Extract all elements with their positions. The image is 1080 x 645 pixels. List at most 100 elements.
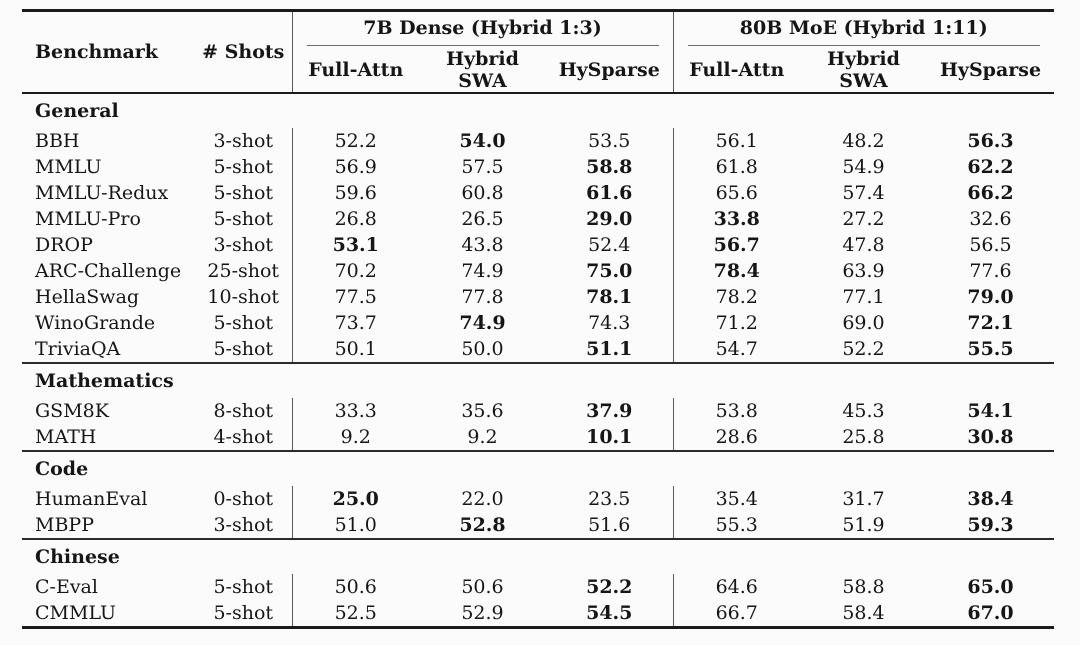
section-title-row: Mathematics <box>22 361 1055 398</box>
benchmark-name: ARC-Challenge <box>35 259 182 282</box>
score-value: 52.2 <box>842 337 885 360</box>
shots-value: 5-shot <box>213 575 274 598</box>
score-value: 52.2 <box>586 575 633 598</box>
score-value: 25.8 <box>842 425 885 448</box>
table-row: CMMLU 5-shot 52.5 52.9 54.5 66.7 58.4 67.0 <box>22 599 1054 627</box>
score-value: 32.6 <box>969 207 1012 230</box>
score-value: 9.2 <box>291 423 419 451</box>
shots-value: 8-shot <box>213 399 274 422</box>
col-header-shots: # Shots <box>202 40 285 63</box>
score-value: 35.4 <box>672 485 800 512</box>
col-header-benchmark: Benchmark <box>35 40 158 63</box>
score-value: 53.1 <box>291 231 419 258</box>
shots-value: 5-shot <box>213 181 274 204</box>
score-value: 51.6 <box>588 513 631 536</box>
table-row: C-Eval 5-shot 50.6 50.6 52.2 64.6 58.8 65.0 <box>22 573 1054 600</box>
score-value: 50.6 <box>461 575 504 598</box>
score-value: 43.8 <box>461 233 504 256</box>
benchmark-name: HellaSwag <box>35 285 140 308</box>
section-title: Mathematics <box>22 361 1055 398</box>
shots-value: 4-shot <box>213 425 274 448</box>
benchmark-name: CMMLU <box>35 601 117 624</box>
score-value: 54.7 <box>672 335 800 363</box>
score-value: 63.9 <box>842 259 885 282</box>
score-value: 75.0 <box>586 259 633 282</box>
score-value: 78.2 <box>672 283 800 310</box>
score-value: 65.0 <box>967 575 1014 598</box>
score-value: 10.1 <box>586 425 633 448</box>
score-value: 28.6 <box>672 423 800 451</box>
score-value: 59.3 <box>967 513 1014 536</box>
score-value: 78.4 <box>672 257 800 284</box>
section-title: Chinese <box>22 537 1055 574</box>
benchmark-name: MBPP <box>35 513 94 536</box>
shots-value: 3-shot <box>213 513 274 536</box>
group-header-7b-dense: 7B Dense (Hybrid 1:3) <box>291 10 673 48</box>
score-value: 48.2 <box>842 129 885 152</box>
score-value: 60.8 <box>461 181 504 204</box>
score-value: 9.2 <box>467 425 498 448</box>
shots-value: 0-shot <box>213 487 274 510</box>
col-header-80b-full-attn: Full-Attn <box>672 47 800 93</box>
score-value: 52.5 <box>291 599 419 627</box>
benchmark-name: C-Eval <box>35 575 98 598</box>
score-value: 56.1 <box>672 127 800 154</box>
benchmark-name: TriviaQA <box>35 337 121 360</box>
score-value: 37.9 <box>586 399 633 422</box>
score-value: 58.8 <box>842 575 885 598</box>
score-value: 53.5 <box>588 129 631 152</box>
table-row: TriviaQA 5-shot 50.1 50.0 51.1 54.7 52.2 55.5 <box>22 335 1054 363</box>
score-value: 50.0 <box>461 337 504 360</box>
benchmark-name: GSM8K <box>35 399 109 422</box>
table-row: HellaSwag 10-shot 77.5 77.8 78.1 78.2 77.1 79.0 <box>22 283 1054 310</box>
score-value: 35.6 <box>461 399 504 422</box>
score-value: 69.0 <box>842 311 885 334</box>
score-value: 77.8 <box>461 285 504 308</box>
col-header-7b-full-attn: Full-Attn <box>291 47 419 93</box>
table-row: MATH 4-shot 9.2 9.2 10.1 28.6 25.8 30.8 <box>22 423 1054 451</box>
section-title-row: Chinese <box>22 537 1055 574</box>
table-row: HumanEval 0-shot 25.0 22.0 23.5 35.4 31.7 38.4 <box>22 485 1054 512</box>
score-value: 61.8 <box>672 153 800 180</box>
score-value: 56.5 <box>969 233 1012 256</box>
score-value: 62.2 <box>967 155 1014 178</box>
score-value: 77.1 <box>842 285 885 308</box>
score-value: 50.6 <box>291 573 419 600</box>
score-value: 54.5 <box>586 601 633 624</box>
score-value: 45.3 <box>842 399 885 422</box>
table-row: MMLU-Redux 5-shot 59.6 60.8 61.6 65.6 57.4 66.2 <box>22 179 1054 206</box>
table-row: DROP 3-shot 53.1 43.8 52.4 56.7 47.8 56.5 <box>22 231 1054 258</box>
table-row: WinoGrande 5-shot 73.7 74.9 74.3 71.2 69.0 72.1 <box>22 309 1054 336</box>
score-value: 26.5 <box>461 207 504 230</box>
shots-value: 3-shot <box>213 233 274 256</box>
col-header-80b-hysparse: HySparse <box>939 58 1042 81</box>
score-value: 56.9 <box>291 153 419 180</box>
col-header-7b-hybrid-swa: Hybrid SWA <box>446 47 519 92</box>
shots-value: 5-shot <box>213 601 274 624</box>
shots-value: 5-shot <box>213 337 274 360</box>
score-value: 74.9 <box>461 259 504 282</box>
table-row: MBPP 3-shot 51.0 52.8 51.6 55.3 51.9 59.3 <box>22 511 1054 539</box>
benchmark-name: BBH <box>35 129 80 152</box>
score-value: 33.8 <box>672 205 800 232</box>
benchmark-name: MMLU <box>35 155 102 178</box>
benchmark-name: MMLU-Pro <box>35 207 141 230</box>
score-value: 70.2 <box>291 257 419 284</box>
score-value: 53.8 <box>672 397 800 424</box>
benchmark-name: DROP <box>35 233 93 256</box>
score-value: 38.4 <box>967 487 1014 510</box>
score-value: 47.8 <box>842 233 885 256</box>
score-value: 27.2 <box>842 207 885 230</box>
score-value: 57.5 <box>461 155 504 178</box>
section-title-row: General <box>22 93 1054 128</box>
score-value: 25.0 <box>291 485 419 512</box>
score-value: 31.7 <box>842 487 885 510</box>
score-value: 52.9 <box>461 601 504 624</box>
table-header: Benchmark # Shots 7B Dense (Hybrid 1:3) … <box>22 10 1055 93</box>
score-value: 23.5 <box>588 487 631 510</box>
score-value: 58.8 <box>586 155 633 178</box>
score-value: 78.1 <box>586 285 633 308</box>
score-value: 33.3 <box>291 397 419 424</box>
table-row: GSM8K 8-shot 33.3 35.6 37.9 53.8 45.3 54.1 <box>22 397 1054 424</box>
shots-value: 25-shot <box>207 259 280 282</box>
